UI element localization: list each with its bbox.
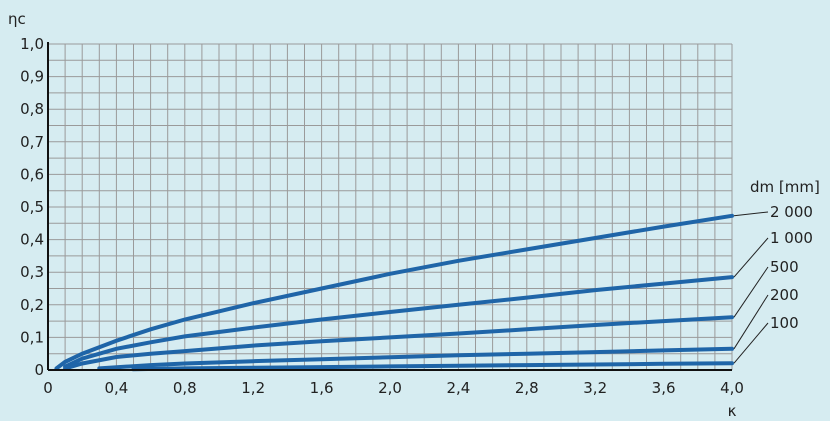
series-line-1 xyxy=(63,275,734,369)
x-tick-label: 0,4 xyxy=(104,379,128,397)
x-tick-label: 3,6 xyxy=(652,379,676,397)
x-tick-label: 1,2 xyxy=(241,379,265,397)
legend-label: 500 xyxy=(770,258,799,276)
legend-label: 2 000 xyxy=(770,203,813,221)
series-line-0 xyxy=(54,213,734,371)
legend-label: 200 xyxy=(770,286,799,304)
x-tick-label: 3,2 xyxy=(583,379,607,397)
y-tick-label: 1,0 xyxy=(20,35,44,53)
x-tick-label: 0,8 xyxy=(173,379,197,397)
y-tick-label: 0,2 xyxy=(20,296,44,314)
y-tick-label: 0,4 xyxy=(20,231,44,249)
legend-leader-line xyxy=(733,322,769,364)
legend-leader-line xyxy=(733,266,769,318)
y-tick-label: 0,1 xyxy=(20,328,44,346)
y-tick-label: 0,8 xyxy=(20,100,44,118)
y-tick-label: 0,3 xyxy=(20,263,44,281)
x-tick-label: 2,0 xyxy=(378,379,402,397)
x-tick-label: 1,6 xyxy=(310,379,334,397)
legend-label: 1 000 xyxy=(770,229,813,247)
series-line-3 xyxy=(97,346,734,371)
tick-labels: 0 0,4 0,8 1,2 1,6 2,0 2,4 2,8 3,2 3,6 4,0 0 0,1 0,2 0,… xyxy=(20,35,744,397)
y-tick-label: 0,7 xyxy=(20,133,44,151)
x-tick-label: 2,4 xyxy=(446,379,470,397)
y-tick-label: 0 xyxy=(34,361,44,379)
legend-leader-line xyxy=(733,237,769,278)
legend-title: dm [mm] xyxy=(750,178,820,196)
legend-label: 100 xyxy=(770,314,799,332)
x-tick-label: 2,8 xyxy=(515,379,539,397)
x-axis-label: κ xyxy=(728,402,737,420)
y-tick-label: 0,5 xyxy=(20,198,44,216)
legend-leader-line xyxy=(733,211,769,217)
y-axis-label: ηc xyxy=(8,10,26,28)
y-tick-label: 0,9 xyxy=(20,68,44,86)
legend: 2 000 1 000 500 200 100 xyxy=(733,203,813,364)
x-tick-label: 0 xyxy=(43,379,53,397)
axes xyxy=(47,42,732,371)
x-tick-label: 4,0 xyxy=(720,379,744,397)
series-layer xyxy=(54,213,734,372)
series-line-2 xyxy=(63,315,734,371)
y-tick-label: 0,6 xyxy=(20,165,44,183)
series-line-4 xyxy=(131,361,734,372)
legend-leader-line xyxy=(733,294,769,350)
